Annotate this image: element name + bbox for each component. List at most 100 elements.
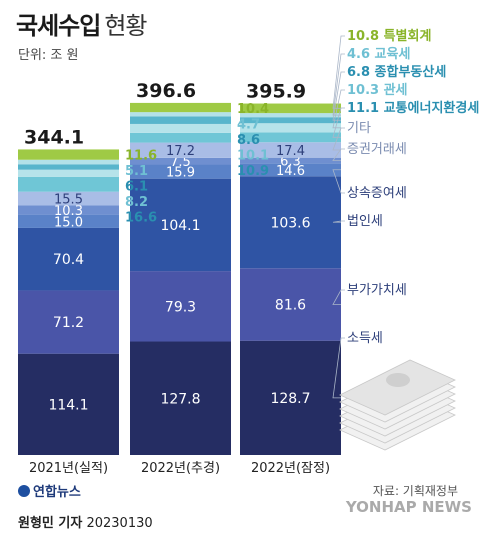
legend-item: 소득세 (347, 331, 383, 346)
leader-line (332, 89, 345, 129)
legend-item: 법인세 (347, 214, 383, 229)
data-label: 7.5 (170, 155, 191, 170)
title-sub: 현황 (104, 12, 147, 40)
data-label: 16.6 (125, 210, 157, 225)
data-label: 10.4 (237, 102, 269, 117)
bar-segment (240, 103, 341, 114)
leader-line (332, 127, 345, 151)
bar-segment (240, 157, 341, 164)
data-label: 10.1 (237, 148, 269, 163)
agency-name: 연합뉴스 (33, 485, 81, 500)
legend-item: 10.3 관세 (347, 82, 408, 98)
bar-segment (130, 178, 231, 272)
bar-segment (240, 163, 341, 177)
data-label: 14.6 (276, 164, 305, 179)
bar-segment (240, 176, 341, 269)
bar-segment (18, 227, 119, 291)
bar-segment (130, 341, 231, 455)
category-label: 2022년(잠정) (251, 461, 330, 476)
source-label: 자료: 기획재정부 (372, 484, 458, 498)
agency-logo-icon (18, 485, 30, 497)
bar-segment (130, 112, 231, 117)
bar-segment (18, 176, 119, 192)
data-label: 11.6 (125, 148, 157, 163)
data-label: 79.3 (165, 299, 196, 315)
data-label: 5.1 (125, 164, 148, 179)
bar-segment (130, 142, 231, 158)
total-label: 396.6 (136, 80, 196, 102)
page-title: 국세수입 현황 (16, 6, 148, 41)
title-main: 국세수입 (16, 12, 101, 40)
total-label: 395.9 (246, 81, 306, 103)
banknote-icon (339, 359, 456, 416)
legend-item: 11.1 교통에너지환경세 (347, 100, 479, 116)
leader-line (332, 220, 345, 223)
data-label: 10.9 (237, 164, 269, 179)
leader-line (332, 289, 345, 305)
bar-segment (18, 191, 119, 206)
bar-segment (130, 157, 231, 165)
bar-segment (130, 102, 231, 113)
data-label: 104.1 (160, 218, 200, 234)
bar-segment (18, 214, 119, 228)
leader-line (332, 148, 345, 161)
category-label: 2021년(실적) (29, 461, 108, 476)
bar-segment (130, 271, 231, 342)
total-label: 344.1 (24, 126, 84, 148)
data-label: 15.0 (54, 215, 83, 230)
money-stack-icon (339, 359, 456, 451)
data-label: 114.1 (48, 397, 88, 413)
leader-line (332, 71, 345, 121)
data-label: 127.8 (160, 391, 200, 407)
data-label: 4.7 (237, 117, 260, 132)
bar-segment (130, 123, 231, 133)
leader-line (332, 107, 345, 138)
leader-line (332, 169, 345, 194)
bar-segment (18, 290, 119, 354)
legend-item: 증권거래세 (347, 142, 407, 157)
bar-segment (240, 123, 341, 133)
data-label: 6.3 (280, 154, 301, 169)
bar-segment (240, 268, 341, 341)
data-label: 8.6 (237, 133, 260, 148)
data-label: 81.6 (275, 297, 306, 313)
leader-line (332, 53, 345, 116)
data-label: 103.6 (270, 215, 310, 231)
bar-segment (130, 116, 231, 124)
data-label: 6.1 (125, 179, 148, 194)
data-label: 10.3 (54, 204, 83, 219)
credit-name: 원형민 기자 (18, 516, 83, 531)
data-label: 17.2 (166, 144, 195, 159)
legend-item: 10.8 특별회계 (347, 28, 431, 44)
stacked-bar-chart: 114.1 71.2 70.4 15.010.315.5 344.1 2021년(실적) 1… (18, 28, 479, 476)
bar-segment (130, 132, 231, 143)
bar-segment (240, 117, 341, 124)
bar-segment (240, 113, 341, 118)
data-label: 8.2 (125, 195, 148, 210)
legend-item: 상속증여세 (347, 186, 407, 201)
unit-label: 단위: 조 원 (18, 48, 79, 63)
data-label: 17.4 (276, 144, 305, 159)
data-label: 70.4 (53, 252, 84, 268)
banknote-portrait-icon (386, 373, 410, 387)
legend-item: 6.8 종합부동산세 (347, 64, 446, 80)
data-label: 15.5 (54, 193, 83, 208)
legend-item: 부가가치세 (347, 283, 407, 298)
bar-segment (240, 340, 341, 455)
bar-segment (18, 353, 119, 455)
bar-segment (18, 169, 119, 177)
data-label: 15.9 (166, 166, 195, 181)
credit-date: 20230130 (86, 516, 153, 531)
bar-segment (240, 132, 341, 143)
bar-segment (130, 164, 231, 179)
category-label: 2022년(추경) (141, 461, 220, 476)
bar-segment (240, 142, 341, 158)
legend-item: 기타 (347, 121, 371, 136)
bar-segment (18, 149, 119, 160)
bar-segment (18, 205, 119, 215)
legend-item: 4.6 교육세 (347, 46, 410, 62)
data-label: 71.2 (53, 315, 84, 331)
credit: 원형민 기자 20230130 (18, 512, 153, 531)
agency-logo: 연합뉴스 (18, 481, 81, 500)
leader-line (332, 337, 345, 399)
